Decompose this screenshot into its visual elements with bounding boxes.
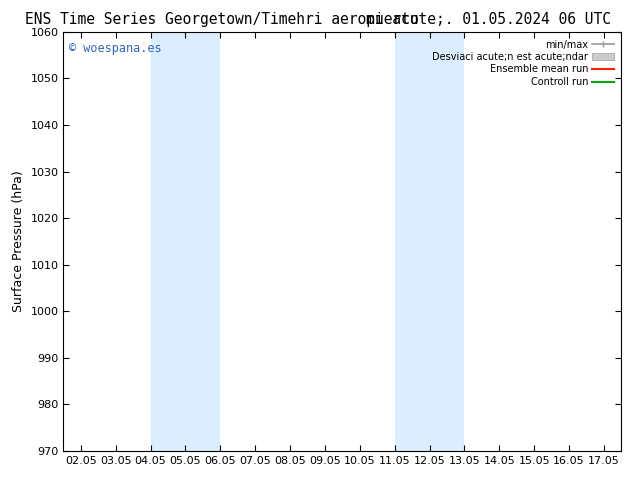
- Bar: [150, 32, 221, 451]
- Bar: [394, 32, 464, 451]
- Y-axis label: Surface Pressure (hPa): Surface Pressure (hPa): [12, 171, 25, 312]
- Legend: min/max, Desviaci acute;n est acute;ndar, Ensemble mean run, Controll run: min/max, Desviaci acute;n est acute;ndar…: [429, 37, 616, 90]
- Text: © woespana.es: © woespana.es: [69, 42, 162, 55]
- Text: mi acute;. 01.05.2024 06 UTC: mi acute;. 01.05.2024 06 UTC: [366, 12, 611, 27]
- Text: ENS Time Series Georgetown/Timehri aeropuerto: ENS Time Series Georgetown/Timehri aerop…: [25, 12, 419, 27]
